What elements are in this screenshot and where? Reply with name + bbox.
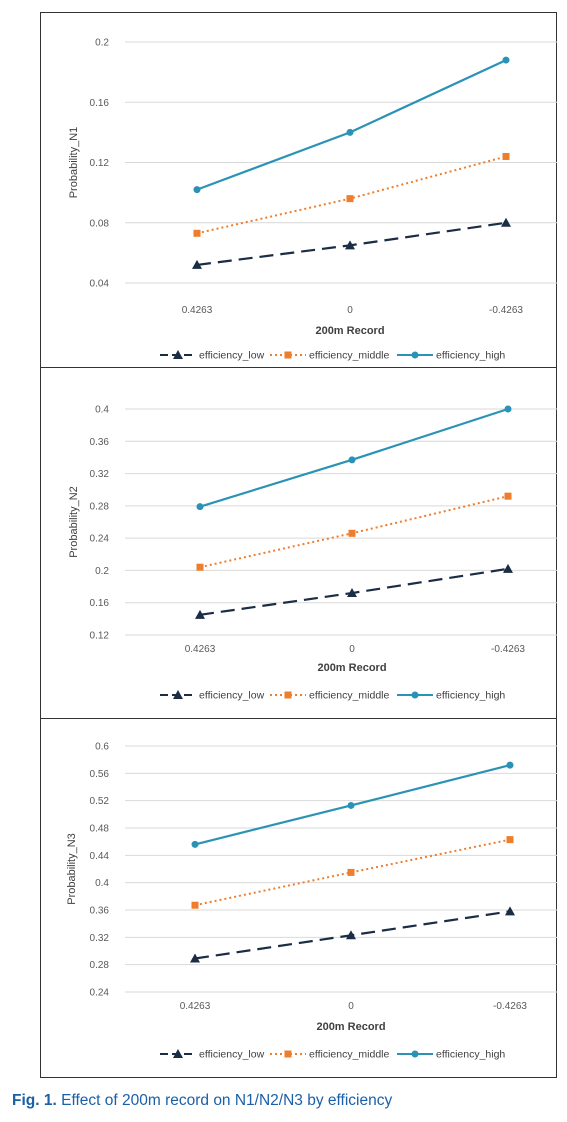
legend-marker-efficiency-low bbox=[173, 690, 183, 699]
y-tick-label: 0.36 bbox=[90, 437, 110, 448]
legend-label: efficiency_middle bbox=[309, 350, 390, 362]
y-tick-label: 0.12 bbox=[90, 631, 110, 642]
y-tick-label: 0.52 bbox=[90, 796, 110, 807]
y-tick-label: 0.48 bbox=[90, 824, 110, 835]
x-tick-label: -0.4263 bbox=[489, 305, 523, 316]
chart-panel-n1: 0.04 0.08 0.12 0.16 0.2 0.4263 0 -0.4263 200m Re… bbox=[40, 12, 557, 367]
legend-marker-efficiency-high bbox=[411, 691, 419, 699]
figure-caption: Fig. 1. Effect of 200m record on N1/N2/N… bbox=[12, 1092, 392, 1110]
data-point-efficiency-middle bbox=[193, 229, 201, 237]
legend-marker-efficiency-low bbox=[173, 350, 183, 359]
data-point-efficiency-high bbox=[196, 503, 204, 511]
legend-label: efficiency_low bbox=[199, 1049, 265, 1061]
y-axis-label: Probability_N3 bbox=[66, 833, 78, 905]
y-tick-label: 0.32 bbox=[90, 933, 110, 944]
series-line-efficiency-high bbox=[196, 59, 507, 191]
data-point-efficiency-middle bbox=[346, 195, 354, 203]
data-point-efficiency-high bbox=[506, 761, 514, 769]
y-tick-label: 0.28 bbox=[90, 960, 110, 971]
y-tick-label: 0.32 bbox=[90, 469, 110, 480]
chart-n2: 0.12 0.16 0.2 0.24 0.28 0.32 0.36 0.4 0.4263 0 -0.… bbox=[68, 405, 557, 702]
legend-marker-efficiency-middle bbox=[284, 691, 292, 699]
data-point-efficiency-high bbox=[502, 56, 510, 64]
legend-marker-efficiency-high bbox=[411, 1050, 419, 1058]
y-tick-label: 0.2 bbox=[95, 566, 109, 577]
y-tick-label: 0.16 bbox=[90, 98, 110, 109]
x-tick-label: -0.4263 bbox=[491, 644, 525, 655]
legend-label: efficiency_low bbox=[199, 350, 265, 362]
data-point-efficiency-low bbox=[195, 609, 205, 619]
legend-label: efficiency_low bbox=[199, 690, 265, 702]
figure-frame bbox=[40, 12, 557, 1078]
legend-label: efficiency_high bbox=[436, 690, 505, 702]
data-point-efficiency-low bbox=[190, 953, 200, 963]
x-tick-label: 0.4263 bbox=[180, 1001, 211, 1012]
chart-n1: 0.04 0.08 0.12 0.16 0.2 0.4263 0 -0.4263 200m Re… bbox=[68, 38, 557, 362]
series-line-efficiency-middle bbox=[196, 155, 507, 235]
chart-n3: 0.24 0.28 0.32 0.36 0.4 0.44 0.48 0.52 0.56 0.6 0.… bbox=[66, 742, 557, 1061]
legend-label: efficiency_high bbox=[436, 350, 505, 362]
legend-label: efficiency_middle bbox=[309, 1049, 390, 1061]
data-point-efficiency-low bbox=[505, 906, 515, 916]
data-point-efficiency-middle bbox=[504, 492, 512, 500]
y-tick-label: 0.56 bbox=[90, 769, 110, 780]
data-point-efficiency-high bbox=[191, 840, 199, 848]
x-tick-label: -0.4263 bbox=[493, 1001, 527, 1012]
data-point-efficiency-low bbox=[192, 259, 202, 269]
legend-label: efficiency_high bbox=[436, 1049, 505, 1061]
caption-label: Fig. 1. bbox=[12, 1092, 57, 1109]
panel-divider bbox=[40, 718, 557, 719]
y-tick-label: 0.6 bbox=[95, 742, 109, 753]
y-tick-label: 0.08 bbox=[90, 218, 110, 229]
chart-panel-n3: 0.24 0.28 0.32 0.36 0.4 0.44 0.48 0.52 0.56 0.6 0.… bbox=[40, 719, 557, 1077]
y-tick-label: 0.24 bbox=[90, 534, 110, 545]
y-axis-label: Probability_N2 bbox=[68, 486, 80, 558]
x-axis-label: 200m Record bbox=[317, 662, 386, 674]
x-tick-label: 0 bbox=[348, 1001, 354, 1012]
legend-marker-efficiency-middle bbox=[284, 351, 292, 359]
legend-label: efficiency_middle bbox=[309, 690, 390, 702]
chart-panel-n2: 0.12 0.16 0.2 0.24 0.28 0.32 0.36 0.4 0.4263 0 -0.… bbox=[40, 368, 557, 718]
y-tick-label: 0.04 bbox=[90, 279, 110, 290]
data-point-efficiency-low bbox=[501, 217, 511, 227]
y-tick-label: 0.4 bbox=[95, 878, 109, 889]
y-tick-label: 0.16 bbox=[90, 598, 110, 609]
data-point-efficiency-middle bbox=[506, 836, 514, 844]
x-tick-label: 0 bbox=[347, 305, 353, 316]
x-tick-label: 0 bbox=[349, 644, 355, 655]
legend-marker-efficiency-high bbox=[411, 351, 419, 359]
y-tick-label: 0.4 bbox=[95, 405, 109, 416]
y-tick-label: 0.36 bbox=[90, 906, 110, 917]
data-point-efficiency-middle bbox=[502, 152, 510, 160]
data-point-efficiency-low bbox=[347, 588, 357, 598]
y-tick-label: 0.2 bbox=[95, 38, 109, 49]
x-tick-label: 0.4263 bbox=[185, 644, 216, 655]
y-tick-label: 0.44 bbox=[90, 851, 110, 862]
data-point-efficiency-high bbox=[348, 456, 356, 464]
panel-divider bbox=[40, 367, 557, 368]
data-point-efficiency-middle bbox=[196, 563, 204, 571]
x-axis-label: 200m Record bbox=[315, 325, 384, 337]
data-point-efficiency-low bbox=[345, 240, 355, 250]
data-point-efficiency-middle bbox=[348, 529, 356, 537]
y-tick-label: 0.28 bbox=[90, 501, 110, 512]
data-point-efficiency-middle bbox=[347, 868, 355, 876]
data-point-efficiency-high bbox=[346, 128, 354, 136]
caption-text: Effect of 200m record on N1/N2/N3 by eff… bbox=[61, 1092, 393, 1109]
data-point-efficiency-low bbox=[346, 930, 356, 940]
legend-marker-efficiency-middle bbox=[284, 1050, 292, 1058]
y-tick-label: 0.12 bbox=[90, 158, 110, 169]
x-tick-label: 0.4263 bbox=[182, 305, 213, 316]
data-point-efficiency-high bbox=[347, 801, 355, 809]
data-point-efficiency-high bbox=[193, 186, 201, 194]
y-axis-label: Probability_N1 bbox=[68, 127, 80, 199]
legend-marker-efficiency-low bbox=[173, 1049, 183, 1058]
data-point-efficiency-low bbox=[503, 563, 513, 573]
data-point-efficiency-high bbox=[504, 405, 512, 413]
x-axis-label: 200m Record bbox=[316, 1021, 385, 1033]
data-point-efficiency-middle bbox=[191, 901, 199, 909]
y-tick-label: 0.24 bbox=[90, 988, 110, 999]
